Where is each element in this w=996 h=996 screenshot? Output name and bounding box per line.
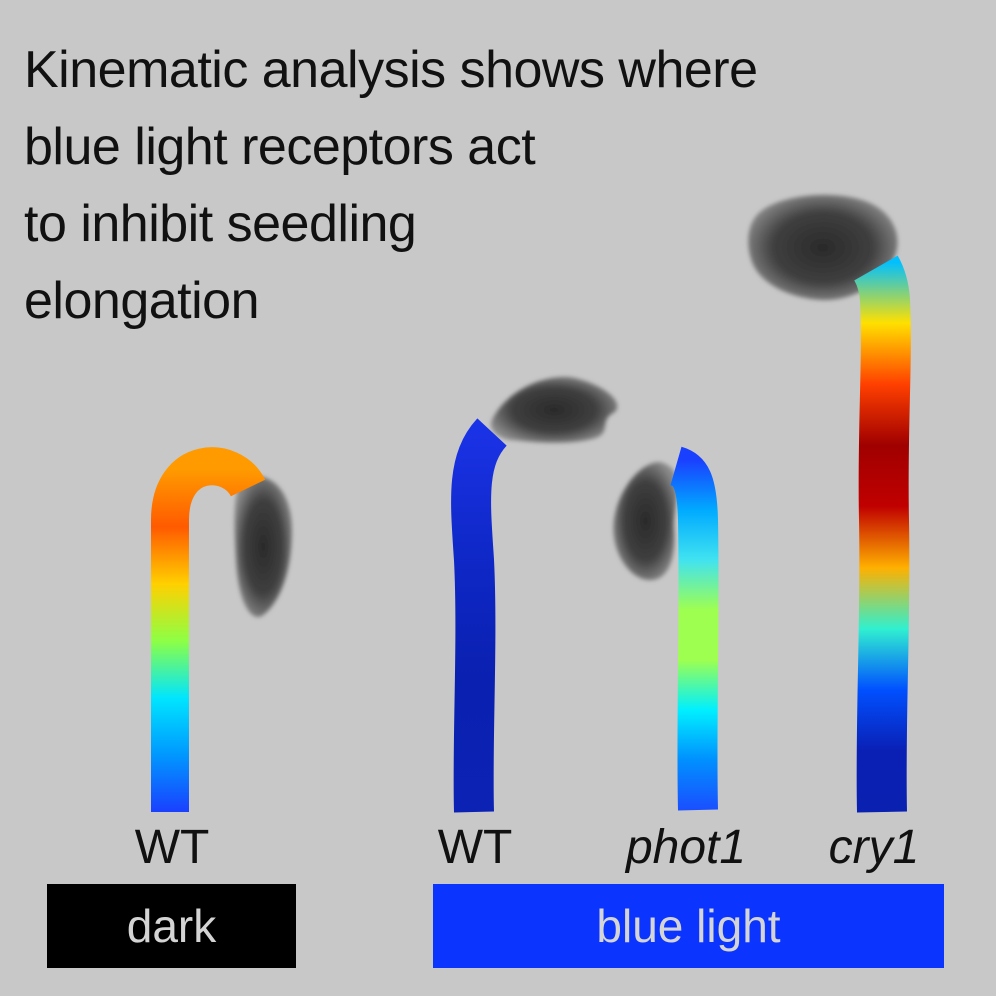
title-line-4: elongation <box>24 272 260 330</box>
seedling-wt-dark <box>151 447 292 812</box>
seedling-cry1 <box>748 194 911 813</box>
hypocotyl-phot1 <box>669 446 719 811</box>
label-cry1: cry1 <box>828 821 920 874</box>
title-line-1: Kinematic analysis shows where <box>24 41 758 99</box>
figure-title: Kinematic analysis shows where blue ligh… <box>24 32 984 340</box>
seedling-phot1 <box>613 446 719 811</box>
title-line-2: blue light receptors act <box>24 118 536 176</box>
label-wt-blue: WT <box>437 821 513 874</box>
condition-dark: dark <box>47 884 296 968</box>
hypocotyl-wt-dark <box>151 447 266 812</box>
seedling-wt-blue <box>451 376 618 813</box>
label-phot1: phot1 <box>625 821 747 874</box>
condition-dark-label: dark <box>126 900 217 952</box>
cotyledon-wt-dark <box>234 476 292 617</box>
label-wt-dark: WT <box>134 821 210 874</box>
condition-blue-light: blue light <box>433 884 944 968</box>
cotyledon-phot1 <box>613 462 678 581</box>
title-line-3: to inhibit seedling <box>24 195 417 253</box>
cotyledon-cry1 <box>748 194 898 301</box>
condition-blue-light-label: blue light <box>596 900 781 952</box>
hypocotyl-wt-blue <box>451 418 508 813</box>
hypocotyl-cry1 <box>854 255 911 813</box>
cotyledon-wt-blue <box>491 376 618 443</box>
